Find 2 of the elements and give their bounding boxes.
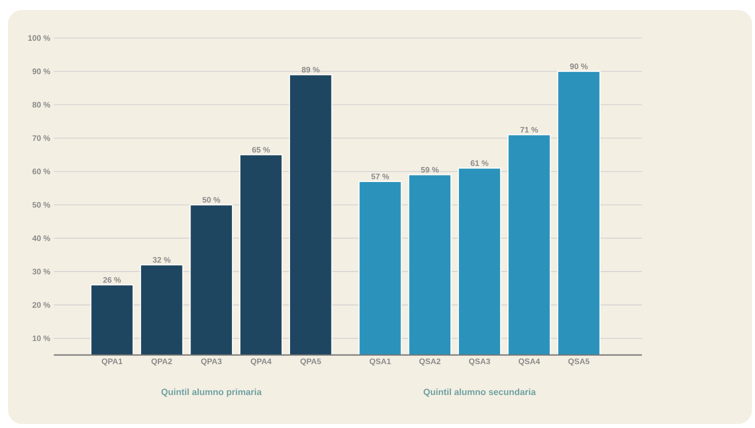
text: Quintil alumno primaria xyxy=(161,388,262,397)
text: Quintil alumno secundaria xyxy=(424,388,536,397)
